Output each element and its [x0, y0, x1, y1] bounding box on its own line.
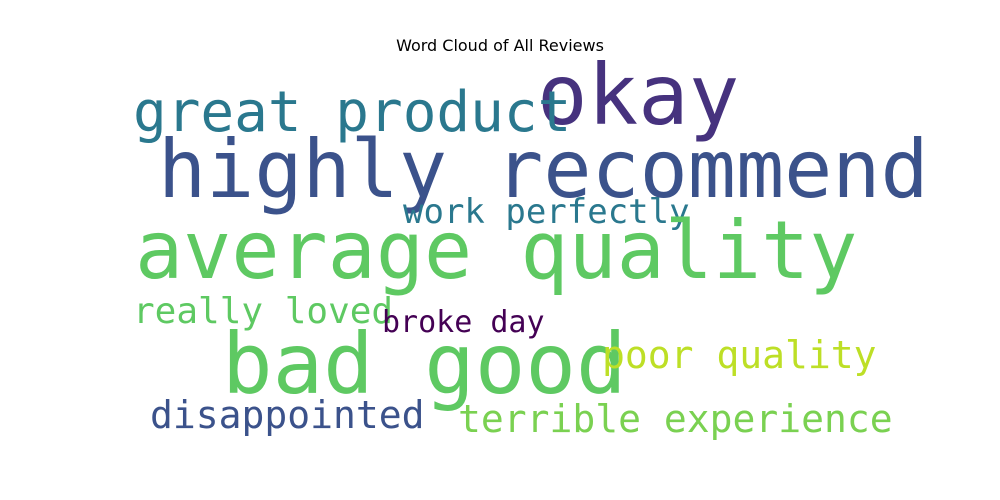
word-highly-recommend: highly recommend [158, 123, 929, 216]
word-bad-good: bad good [222, 315, 627, 413]
word-terrible-experience: terrible experience [458, 397, 893, 441]
word-broke-day: broke day [382, 305, 545, 340]
word-disappointed: disappointed [150, 393, 425, 437]
chart-title: Word Cloud of All Reviews [396, 36, 604, 55]
word-average-quality: average quality [135, 204, 857, 297]
word-great-product: great product [133, 80, 571, 145]
word-okay: okay [537, 46, 739, 144]
word-really-loved: really loved [133, 291, 393, 332]
word-work-perfectly: work perfectly [403, 192, 690, 232]
word-poor-quality: poor quality [602, 333, 877, 377]
